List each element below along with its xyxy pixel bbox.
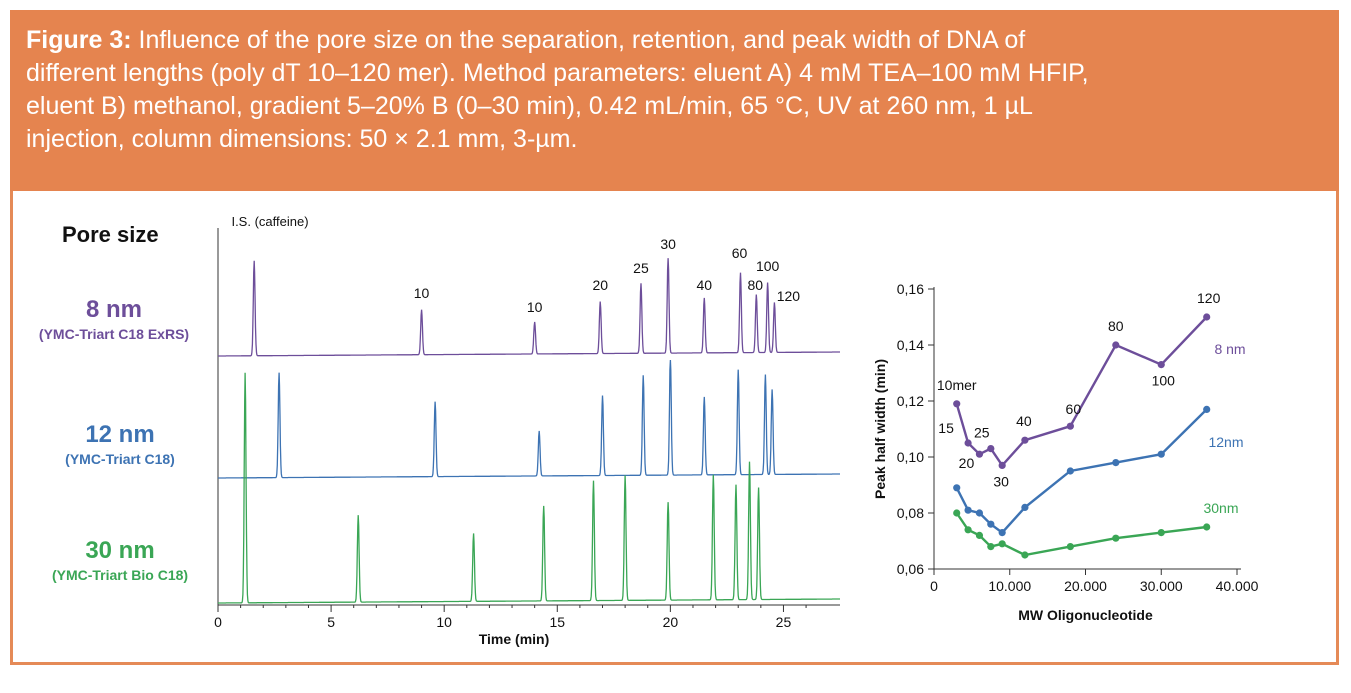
plot-x-tick-label: 10.000 <box>988 578 1031 594</box>
chromatogram-x-axis-label: Time (min) <box>479 631 550 647</box>
plot-point-30nm <box>1157 529 1165 537</box>
plot-y-tick-label: 0,16 <box>897 281 924 297</box>
plot-series-label-12nm: 12nm <box>1208 434 1243 450</box>
caption-banner: Figure 3: Influence of the pore size on … <box>10 10 1339 191</box>
plot-series-label-30nm: 30nm <box>1203 500 1238 516</box>
plot-series-line-8nm <box>955 316 1208 468</box>
pore-label-30nm: 30 nm (YMC-Triart Bio C18) <box>20 537 220 583</box>
plot-y-tick-label: 0,08 <box>897 505 924 521</box>
plot-point-8nm <box>1112 341 1120 349</box>
plot-point-label: 100 <box>1152 373 1176 389</box>
plot-x-axis-label: MW Oligonucleotide <box>1018 607 1153 623</box>
plot-point-8nm <box>1157 361 1165 369</box>
plot-point-12nm <box>975 509 984 517</box>
peak-label: 40 <box>697 277 713 293</box>
plot-series-line-30nm <box>955 512 1207 557</box>
plot-point-8nm <box>1203 313 1211 321</box>
plot-point-8nm <box>1066 422 1074 430</box>
plot-x-tick-label: 30.000 <box>1140 578 1183 594</box>
plot-y-axis-label: Peak half width (min) <box>872 359 888 499</box>
plot-point-8nm <box>998 461 1006 469</box>
peak-label: 10 <box>527 299 543 315</box>
caption-line-1: Figure 3: Influence of the pore size on … <box>26 24 1323 57</box>
plot-point-label: 30 <box>993 473 1009 489</box>
plot-point-30nm <box>1066 543 1074 551</box>
plot-point-12nm <box>998 529 1006 537</box>
plot-y-tick-label: 0,12 <box>897 393 924 409</box>
plot-y-tick-label: 0,10 <box>897 449 924 465</box>
chromatogram-x-tick-label: 25 <box>776 614 792 630</box>
peak-label: 120 <box>777 288 801 304</box>
peak-label: 100 <box>756 258 780 274</box>
plot-series-label-8nm: 8 nm <box>1214 341 1245 357</box>
peak-label: 20 <box>592 277 608 293</box>
peak-label: 10 <box>414 285 430 301</box>
plot-point-12nm <box>1157 450 1165 458</box>
plot-point-12nm <box>987 520 995 528</box>
chromatogram-trace-30nm <box>218 372 840 604</box>
plot-point-label: 120 <box>1197 290 1221 306</box>
peak-label: 60 <box>732 245 748 261</box>
peak-label: 30 <box>660 236 676 252</box>
plot-point-label: 40 <box>1016 413 1032 429</box>
chromatogram-x-tick-label: 15 <box>549 614 565 630</box>
plot-point-8nm <box>975 450 984 458</box>
plot-point-30nm <box>964 526 972 534</box>
plot-point-30nm <box>987 543 995 551</box>
plot-point-12nm <box>1066 467 1074 475</box>
peak-label: 25 <box>633 260 649 276</box>
chromatogram-x-tick-label: 0 <box>214 614 222 630</box>
plot-point-30nm <box>1112 534 1120 542</box>
plot-x-tick-label: 20.000 <box>1064 578 1107 594</box>
plot-point-label: 20 <box>959 455 975 471</box>
chromatogram-x-tick-label: 10 <box>436 614 452 630</box>
plot-point-12nm <box>1021 503 1029 511</box>
plot-point-8nm <box>953 400 961 408</box>
caption-label: Figure 3: <box>26 26 132 54</box>
column-name-12nm: (YMC-Triart C18) <box>65 451 175 467</box>
plot-y-tick-label: 0,06 <box>897 561 924 577</box>
plot-point-30nm <box>953 509 961 517</box>
pore-size-8nm: 8 nm <box>85 296 142 323</box>
caption-text-1: Influence of the pore size on the separa… <box>131 26 1026 54</box>
caption-line-3: eluent B) methanol, gradient 5–20% B (0–… <box>26 92 1033 120</box>
plot-point-12nm <box>953 484 961 492</box>
pore-label-12nm: 12 nm (YMC-Triart C18) <box>20 421 220 467</box>
plot-y-tick-label: 0,14 <box>897 337 924 353</box>
pore-size-title: Pore size <box>62 222 159 247</box>
plot-point-label: 10mer <box>937 377 977 393</box>
plot-point-12nm <box>964 506 972 514</box>
plot-point-12nm <box>1112 459 1120 467</box>
plot-point-8nm <box>1021 436 1029 444</box>
column-name-8nm: (YMC-Triart C18 ExRS) <box>38 326 190 342</box>
caption-line-4: injection, column dimensions: 50 × 2.1 m… <box>26 125 578 153</box>
peak-label: 80 <box>748 277 764 293</box>
plot-point-30nm <box>1021 551 1029 559</box>
plot-point-30nm <box>998 540 1006 548</box>
plot-point-label: 15 <box>938 420 954 436</box>
plot-point-8nm <box>987 445 995 453</box>
plot-point-label: 60 <box>1066 401 1082 417</box>
plot-point-30nm <box>975 531 984 540</box>
chromatogram-x-tick-label: 5 <box>327 614 335 630</box>
plot-point-30nm <box>1203 523 1211 531</box>
pore-label-8nm: 8 nm (YMC-Triart C18 ExRS) <box>14 296 214 342</box>
is-caffeine-label: I.S. (caffeine) <box>231 214 308 229</box>
plot-series-line-12nm <box>955 408 1208 535</box>
chromatogram-x-tick-label: 20 <box>663 614 679 630</box>
plot-x-tick-label: 40.000 <box>1216 578 1259 594</box>
plot-point-12nm <box>1203 405 1211 413</box>
caption-line-2: different lengths (poly dT 10–120 mer). … <box>26 59 1089 87</box>
chromatogram-trace-12nm <box>218 359 840 479</box>
pore-size-12nm: 12 nm <box>85 421 155 448</box>
plot-x-tick-label: 0 <box>930 578 938 594</box>
plot-point-label: 25 <box>974 425 990 441</box>
chromatogram-trace-8nm <box>218 258 840 357</box>
plot-point-8nm <box>964 439 972 447</box>
plot-point-label: 80 <box>1108 318 1124 334</box>
pore-size-30nm: 30 nm <box>85 537 155 564</box>
column-name-30nm: (YMC-Triart Bio C18) <box>51 567 189 583</box>
